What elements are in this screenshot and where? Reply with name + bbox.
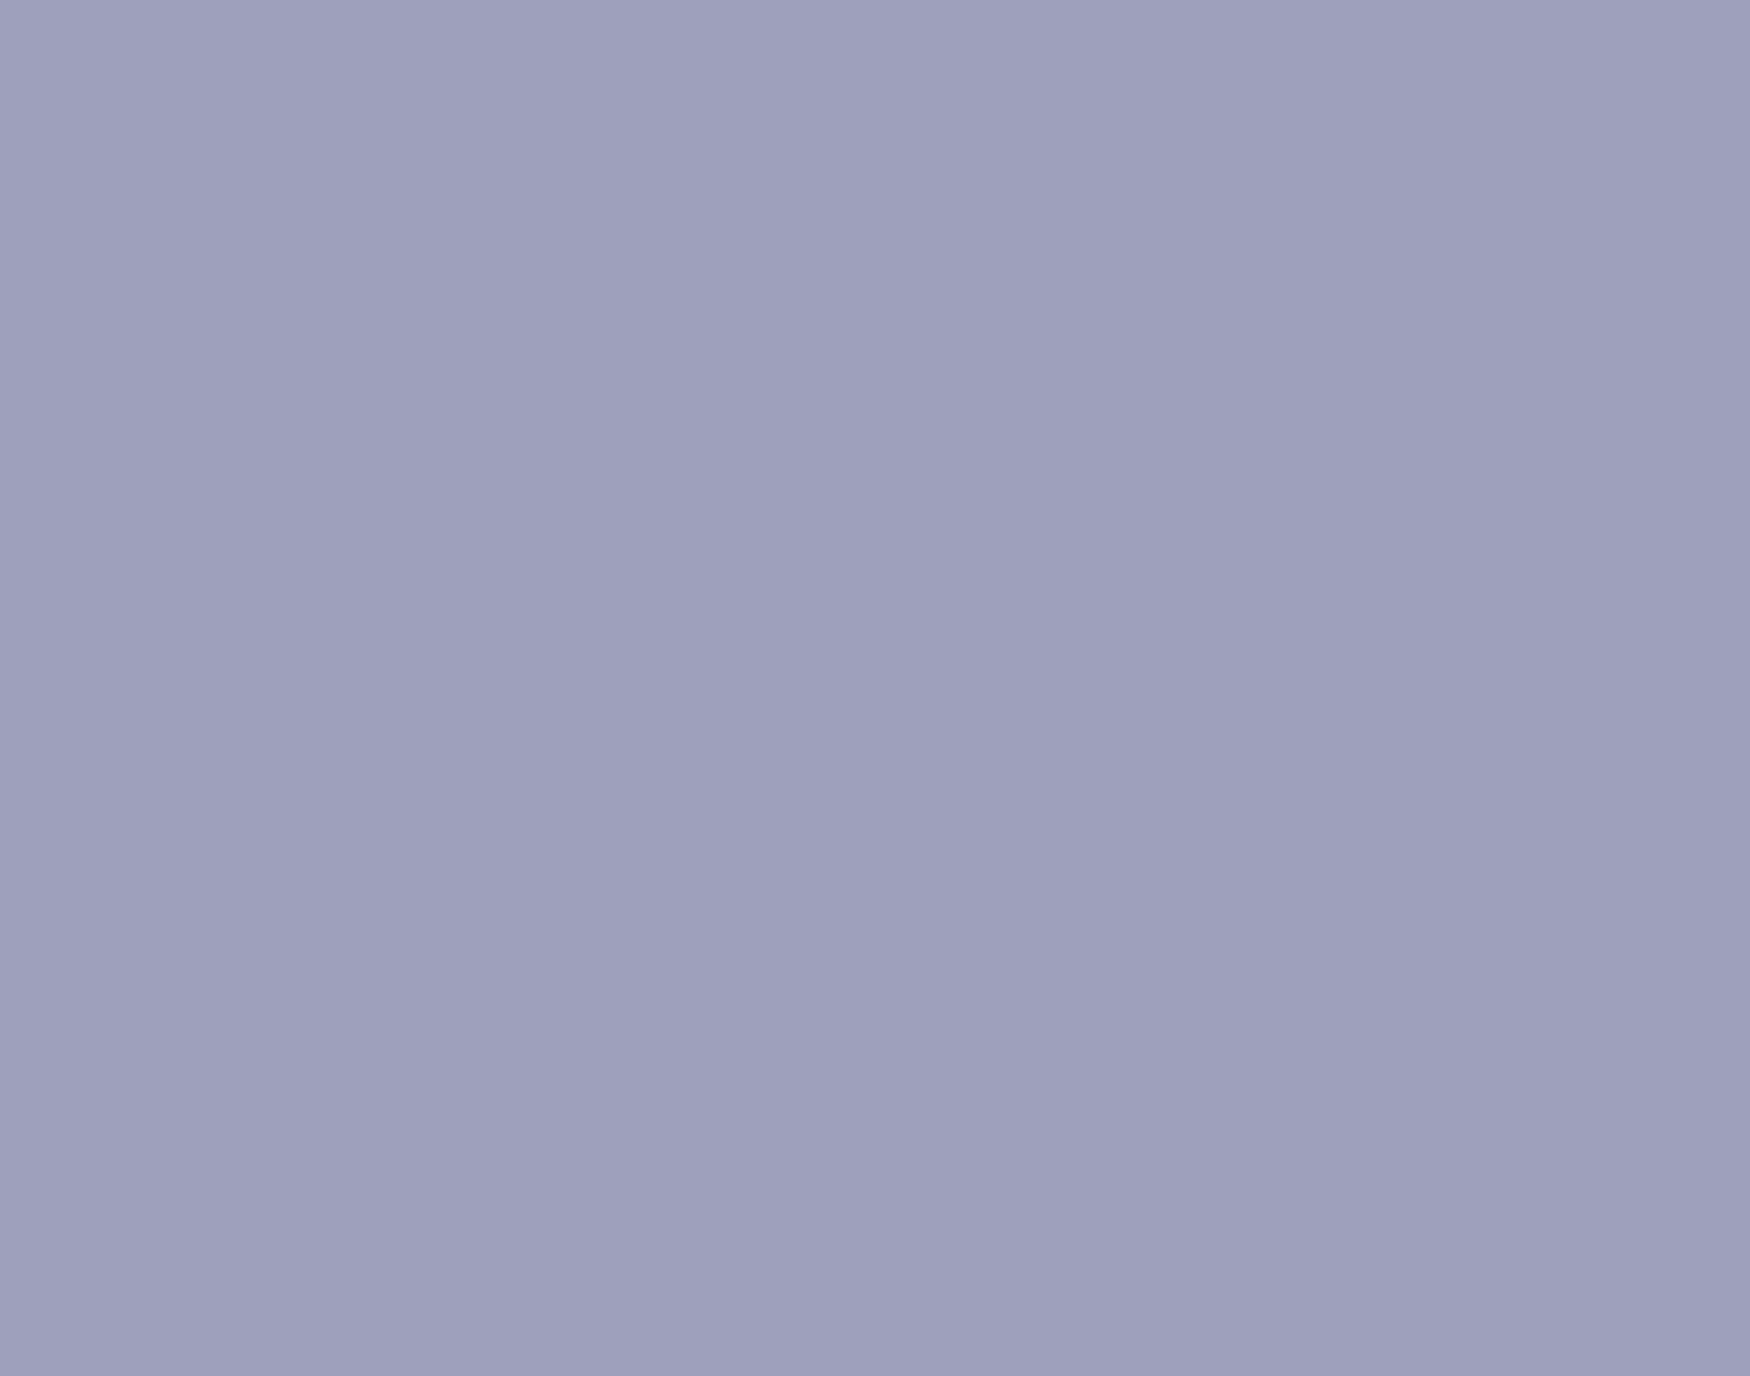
network-figure	[0, 0, 1750, 1376]
figure-stage	[0, 0, 1750, 1376]
